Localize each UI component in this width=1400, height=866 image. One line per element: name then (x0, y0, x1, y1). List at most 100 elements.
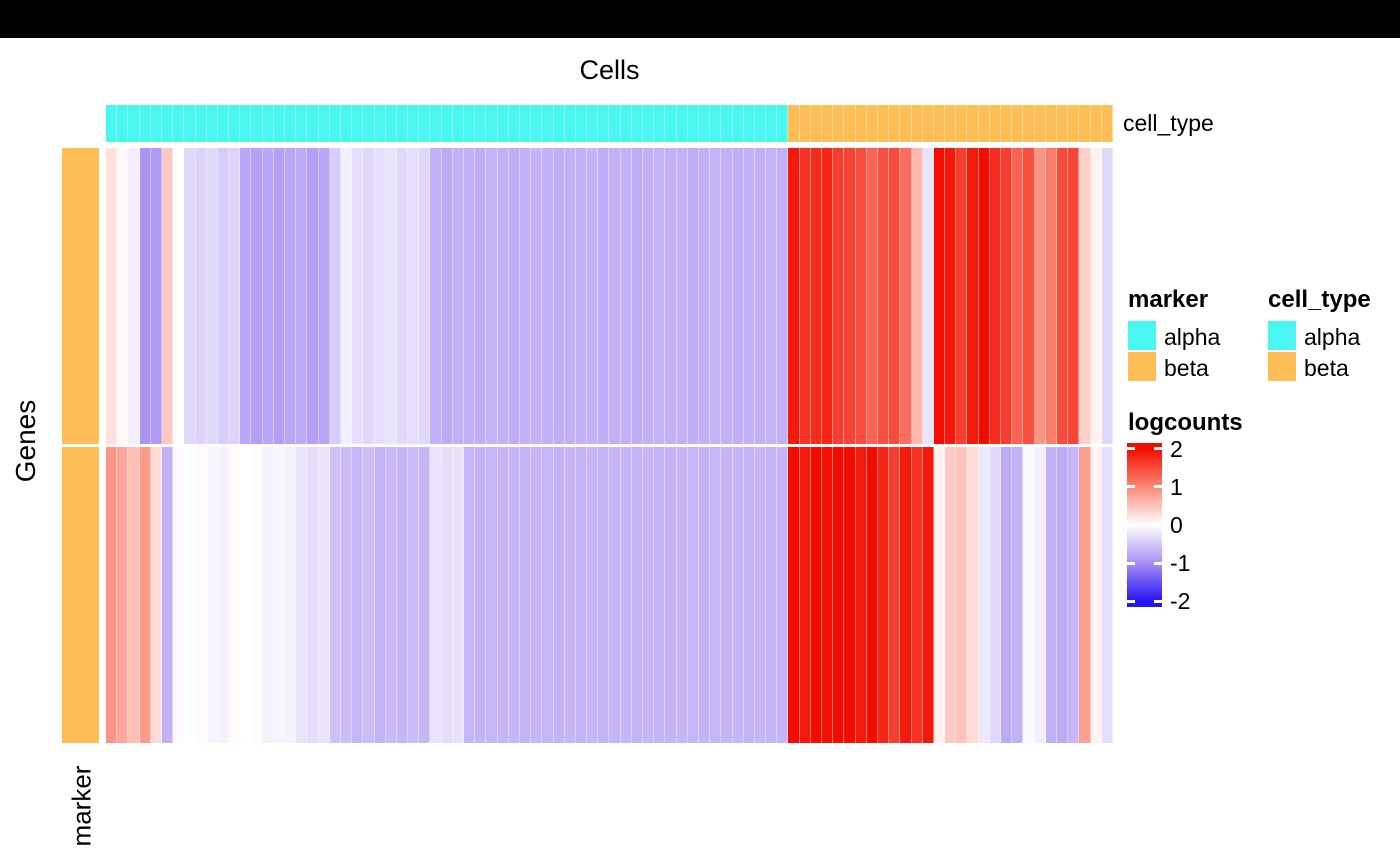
heatmap-cell (542, 447, 554, 743)
colorbar-tick-label: -1 (1170, 550, 1191, 577)
cell-type-annotation-cell (441, 105, 453, 142)
heatmap-cell (620, 148, 632, 444)
cell-type-annotation-cell (117, 105, 129, 142)
cell-type-annotation-cell (911, 105, 923, 142)
cell-type-annotation-cell (799, 105, 811, 142)
colorbar-tick (1154, 561, 1162, 565)
heatmap-cell (452, 148, 464, 444)
cell-type-legend-alpha-label: alpha (1304, 324, 1361, 350)
heatmap-cell (810, 447, 822, 743)
cell-type-annotation-cell (1023, 105, 1035, 142)
cell-type-annotation-cell (777, 105, 789, 142)
marker-annotation-axis-label: marker (66, 765, 97, 847)
cell-type-annotation-cell (822, 105, 834, 142)
heatmap-cell (844, 148, 856, 444)
heatmap-cell (217, 148, 230, 444)
heatmap-cell (743, 148, 755, 444)
heatmap-cell (419, 447, 431, 743)
heatmap-cell (788, 148, 800, 444)
cell-type-annotation-cell (1034, 105, 1046, 142)
heatmap-cell (609, 447, 621, 743)
heatmap-cell (620, 447, 632, 743)
heatmap-cell (285, 148, 297, 444)
cell-type-annotation-cell (855, 105, 867, 142)
heatmap-cell (989, 447, 1001, 743)
heatmap-cell (609, 148, 621, 444)
cell-type-legend-alpha-swatch (1268, 321, 1296, 350)
heatmap-row (106, 148, 1113, 444)
cell-type-annotation-cell (721, 105, 733, 142)
cell-type-annotation-cell (766, 105, 778, 142)
heatmap-cell (173, 148, 185, 444)
cell-type-annotation-cell (743, 105, 755, 142)
heatmap-cell (676, 447, 688, 743)
heatmap-cell (340, 148, 353, 444)
heatmap-cell (475, 447, 487, 743)
heatmap-cell (206, 148, 218, 444)
cell-type-annotation-cell (956, 105, 968, 142)
heatmap-cell (161, 447, 174, 743)
cell-type-annotation-cell (754, 105, 767, 142)
heatmap-cell (497, 447, 509, 743)
heatmap-cell (139, 148, 151, 444)
cell-type-annotation-cell (665, 105, 677, 142)
cell-type-annotation-cell (229, 105, 241, 142)
cell-type-annotation-cell (1012, 105, 1024, 142)
marker-annotation-column (62, 148, 99, 743)
cell-type-annotation-cell (989, 105, 1001, 142)
cell-type-annotation-cell (486, 105, 498, 142)
heatmap-cell (251, 148, 263, 444)
heatmap-cell (307, 148, 319, 444)
heatmap-cell (889, 447, 901, 743)
heatmap-cell (564, 447, 576, 743)
cell-type-annotation-cell (933, 105, 946, 142)
heatmap-cell (967, 447, 979, 743)
heatmap-cell (810, 148, 822, 444)
heatmap-cell (441, 447, 453, 743)
heatmap-cell (464, 447, 476, 743)
heatmap-cell (1012, 447, 1024, 743)
heatmap-cell (900, 148, 912, 444)
cell-type-annotation-cell (698, 105, 711, 142)
cell-type-annotation-cell (866, 105, 878, 142)
heatmap-cell (173, 447, 185, 743)
heatmap-cell (844, 447, 856, 743)
genes-axis-label: Genes (10, 399, 41, 483)
heatmap-cell (687, 148, 699, 444)
heatmap-cell (128, 447, 140, 743)
heatmap-cell (732, 148, 744, 444)
cell-type-annotation-cell (609, 105, 621, 142)
heatmap-cell (385, 447, 397, 743)
cell-type-annotation-cell (307, 105, 319, 142)
cell-type-annotation-cell (732, 105, 744, 142)
heatmap-cell (1090, 148, 1102, 444)
heatmap-cell (329, 148, 341, 444)
heatmap-cell (1056, 447, 1069, 743)
heatmap-cell (922, 148, 934, 444)
heatmap-cell (430, 447, 442, 743)
marker-legend-alpha-swatch (1128, 321, 1156, 350)
heatmap-cell (956, 148, 968, 444)
heatmap-cell (419, 148, 431, 444)
cell-type-annotation-cell (575, 105, 588, 142)
cell-type-annotation-cell (676, 105, 688, 142)
heatmap-cell (161, 148, 174, 444)
cell-type-annotation-label: cell_type (1123, 110, 1214, 136)
heatmap-cell (743, 447, 755, 743)
heatmap-cell (777, 447, 789, 743)
cell-type-annotation-cell (217, 105, 230, 142)
heatmap-cell (1034, 148, 1046, 444)
heatmap-cell (285, 447, 297, 743)
heatmap-cell (1101, 148, 1113, 444)
cell-type-annotation-cell (374, 105, 386, 142)
heatmap-cell (486, 447, 498, 743)
heatmap-cell (1068, 447, 1080, 743)
cell-type-annotation-cell (844, 105, 856, 142)
heatmap-cell (352, 148, 364, 444)
colorbar-tick (1127, 447, 1135, 451)
heatmap-cell (1034, 447, 1046, 743)
heatmap-cell (788, 447, 800, 743)
heatmap-cell (945, 148, 957, 444)
colorbar-tick (1127, 485, 1135, 489)
